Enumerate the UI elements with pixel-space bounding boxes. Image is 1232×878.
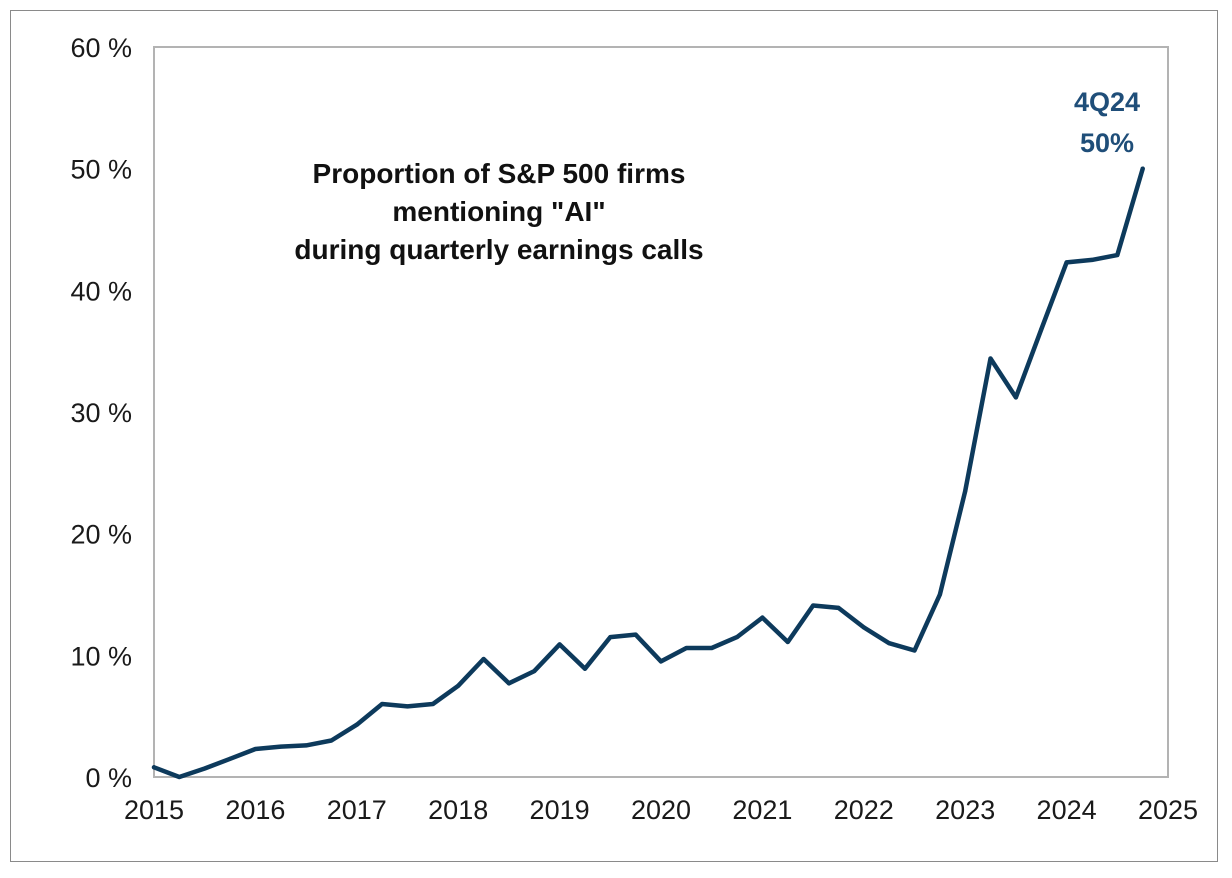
chart-title-line-1: Proportion of S&P 500 firms <box>313 158 686 189</box>
chart-title-line-3: during quarterly earnings calls <box>294 234 703 265</box>
data-point <box>735 635 740 640</box>
x-tick-label: 2018 <box>428 795 488 825</box>
data-point <box>380 702 385 706</box>
data-point <box>1089 257 1094 262</box>
data-point <box>532 669 537 674</box>
data-point <box>405 704 410 709</box>
data-point <box>836 605 841 610</box>
data-point <box>253 747 258 752</box>
data-point <box>1039 327 1044 332</box>
x-tick-label: 2021 <box>732 795 792 825</box>
annotation-value: 50% <box>1080 128 1134 158</box>
data-point <box>1064 260 1069 265</box>
data-point <box>582 666 587 671</box>
data-point <box>760 615 765 620</box>
data-points <box>152 166 1145 779</box>
chart-title-line-2: mentioning "AI" <box>392 196 605 227</box>
x-axis: 2015 2016 2017 2018 2019 2020 2021 2022 2023 2024… <box>124 795 1198 825</box>
data-point <box>177 775 182 779</box>
data-point <box>659 659 663 664</box>
data-point <box>887 641 892 646</box>
data-point <box>937 592 942 597</box>
x-tick-label: 2015 <box>124 795 184 825</box>
data-point <box>785 639 790 644</box>
y-tick-label: 0 % <box>85 763 132 793</box>
data-point <box>861 625 866 630</box>
data-point <box>506 681 511 686</box>
line-chart: 0 % 10 % 20 % 30 % 40 % 50 % 60 % 2015 2016 2017… <box>70 33 1198 825</box>
data-point <box>684 646 689 651</box>
end-annotation: 4Q24 50% <box>1074 87 1140 158</box>
data-point <box>963 489 968 494</box>
y-axis: 0 % 10 % 20 % 30 % 40 % 50 % 60 % <box>70 33 132 793</box>
x-tick-label: 2017 <box>327 795 387 825</box>
data-point <box>988 356 993 361</box>
y-tick-label: 60 % <box>70 33 132 63</box>
data-point <box>709 646 714 651</box>
data-point <box>228 756 233 761</box>
data-point <box>152 765 156 770</box>
data-point <box>481 656 486 661</box>
x-tick-label: 2020 <box>631 795 691 825</box>
x-tick-label: 2022 <box>834 795 894 825</box>
plot-area <box>153 46 1169 778</box>
data-point <box>912 648 917 653</box>
data-point <box>1013 395 1018 400</box>
x-tick-label: 2024 <box>1037 795 1097 825</box>
data-point <box>1115 253 1120 258</box>
data-point <box>304 743 309 748</box>
series-line <box>151 166 1145 780</box>
annotation-period: 4Q24 <box>1074 87 1140 117</box>
data-point <box>456 683 461 688</box>
data-point <box>1140 166 1145 171</box>
data-point <box>811 603 816 608</box>
x-tick-label: 2025 <box>1138 795 1198 825</box>
x-tick-label: 2023 <box>935 795 995 825</box>
x-tick-label: 2016 <box>225 795 285 825</box>
y-tick-label: 50 % <box>70 155 132 185</box>
data-point <box>354 722 359 727</box>
data-point <box>608 635 613 640</box>
data-point <box>202 766 207 771</box>
data-point <box>633 632 638 637</box>
data-point <box>430 702 435 706</box>
data-point <box>557 642 562 647</box>
data-point <box>278 744 283 749</box>
x-tick-label: 2019 <box>530 795 590 825</box>
chart-title: Proportion of S&P 500 firms mentioning "… <box>294 158 703 265</box>
y-tick-label: 20 % <box>70 520 132 550</box>
chart-frame: 0 % 10 % 20 % 30 % 40 % 50 % 60 % 2015 2016 2017… <box>10 10 1218 862</box>
data-point <box>329 738 334 743</box>
y-tick-label: 30 % <box>70 398 132 428</box>
y-tick-label: 10 % <box>70 641 132 671</box>
y-tick-label: 40 % <box>70 276 132 306</box>
